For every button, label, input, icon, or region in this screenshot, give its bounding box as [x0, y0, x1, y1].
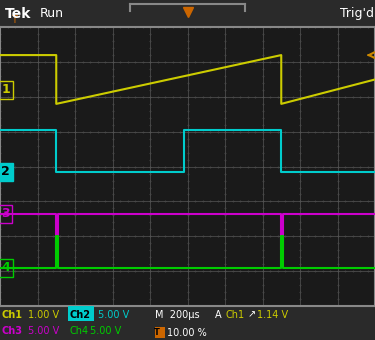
Text: 5.00 V: 5.00 V [28, 326, 59, 337]
Text: Ch3: Ch3 [2, 326, 23, 337]
Text: 2: 2 [1, 165, 10, 178]
Bar [68, 306, 94, 321]
Text: T: T [11, 15, 17, 25]
Text: ↗: ↗ [248, 309, 256, 320]
Text: 10.00 %: 10.00 % [167, 327, 207, 338]
Text: 1: 1 [1, 83, 10, 97]
Text: 1.00 V: 1.00 V [28, 309, 59, 320]
Text: Ch1: Ch1 [225, 309, 244, 320]
Text: 5.00 V: 5.00 V [98, 309, 129, 320]
Text: 1.14 V: 1.14 V [257, 309, 288, 320]
Bar [155, 327, 165, 338]
Text: A: A [215, 309, 222, 320]
Text: 4: 4 [1, 261, 10, 274]
Text: Ch4: Ch4 [70, 326, 89, 337]
Text: Ch2: Ch2 [70, 309, 91, 320]
Text: 5.00 V: 5.00 V [90, 326, 121, 337]
Text: T: T [154, 328, 160, 337]
Text: Tek: Tek [5, 6, 32, 21]
Text: M  200μs: M 200μs [155, 309, 200, 320]
Text: Trig'd: Trig'd [340, 7, 374, 20]
Text: Run: Run [40, 7, 64, 20]
Text: 3: 3 [2, 207, 10, 220]
Text: Ch1: Ch1 [2, 309, 23, 320]
